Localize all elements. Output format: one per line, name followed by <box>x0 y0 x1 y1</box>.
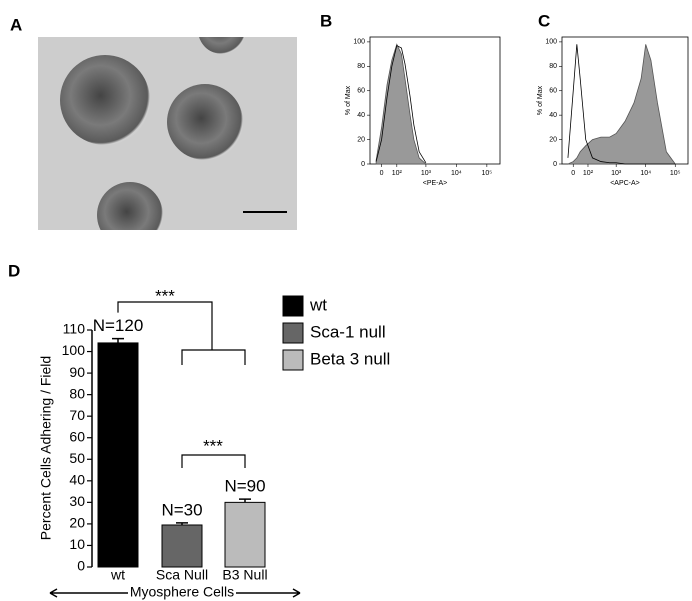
y-tick-label: 20 <box>549 136 557 143</box>
x-tick-label: 10³ <box>611 170 622 177</box>
legend-swatch <box>282 322 304 344</box>
y-tick-label: 10 <box>69 536 85 552</box>
y-tick-label: 60 <box>549 88 557 95</box>
bar <box>97 342 139 568</box>
annotation: N=30 <box>161 500 202 519</box>
annotation: N=90 <box>224 477 265 496</box>
bar <box>161 524 203 568</box>
x-tick-label: 10² <box>583 170 594 177</box>
y-tick-label: 80 <box>357 63 365 70</box>
y-axis-label: % of Max <box>345 85 352 115</box>
x-tick-label: 10⁴ <box>640 170 651 177</box>
error-bar <box>176 522 188 525</box>
y-tick-label: 20 <box>357 136 365 143</box>
y-tick-label: 40 <box>549 112 557 119</box>
y-tick-label: 80 <box>549 63 557 70</box>
y-tick-label: 100 <box>353 39 365 46</box>
bracket <box>117 301 246 365</box>
y-tick-label: 100 <box>545 39 557 46</box>
legend-label: wt <box>309 295 327 314</box>
y-axis-label: Percent Cells Adhering / Field <box>38 356 54 540</box>
legend-label: Beta 3 null <box>310 349 390 368</box>
panel-label: D <box>8 261 20 280</box>
y-tick-label: 50 <box>69 450 85 466</box>
x-tick-label: 10⁴ <box>451 170 462 177</box>
y-tick-label: 40 <box>69 472 85 488</box>
annotation: N=120 <box>93 316 144 335</box>
y-tick-label: 60 <box>69 428 85 444</box>
histogram <box>375 44 427 163</box>
error-bar <box>112 337 124 343</box>
legend-label: Sca-1 null <box>310 322 386 341</box>
bracket <box>181 454 246 468</box>
y-tick-label: 70 <box>69 407 85 423</box>
y-tick-label: 60 <box>357 88 365 95</box>
x-tick-label: Sca Null <box>156 567 208 583</box>
x-tick-label: 10² <box>392 170 403 177</box>
x-tick-label: 0 <box>380 170 384 177</box>
y-tick-label: 90 <box>69 364 85 380</box>
x-axis-label: <PE-A> <box>423 180 448 187</box>
y-tick-label: 0 <box>553 161 557 168</box>
y-tick-label: 100 <box>62 342 86 358</box>
x-axis-label: <APC-A> <box>610 180 640 187</box>
x-tick-label: B3 Null <box>222 567 267 583</box>
panel-label: B <box>320 11 332 30</box>
significance: *** <box>155 286 175 305</box>
y-tick-label: 20 <box>69 515 85 531</box>
y-tick-label: 30 <box>69 493 85 509</box>
micrograph <box>38 37 297 230</box>
legend-swatch <box>282 295 304 317</box>
y-tick-label: 40 <box>357 112 365 119</box>
bar <box>224 501 266 568</box>
axis-arrow <box>49 588 301 598</box>
histogram <box>567 44 676 165</box>
x-tick-label: 0 <box>571 170 575 177</box>
x-tick-label: 10⁵ <box>670 170 681 177</box>
y-tick-label: 0 <box>361 161 365 168</box>
plot-frame <box>369 36 501 165</box>
y-tick-label: 80 <box>69 385 85 401</box>
legend-swatch <box>282 349 304 371</box>
x-axis-label: Myosphere Cells <box>130 584 234 600</box>
x-tick-label: wt <box>110 567 125 583</box>
x-tick-label: 10⁵ <box>481 170 492 177</box>
panel-label: C <box>538 11 550 30</box>
panel-label: A <box>10 15 22 34</box>
histogram <box>567 44 677 165</box>
y-tick-label: 0 <box>77 558 85 574</box>
significance: *** <box>203 436 223 455</box>
error-bar <box>239 498 251 503</box>
x-tick-label: 10³ <box>421 170 432 177</box>
y-tick-label: 110 <box>63 321 86 337</box>
y-axis-label: % of Max <box>537 85 544 115</box>
